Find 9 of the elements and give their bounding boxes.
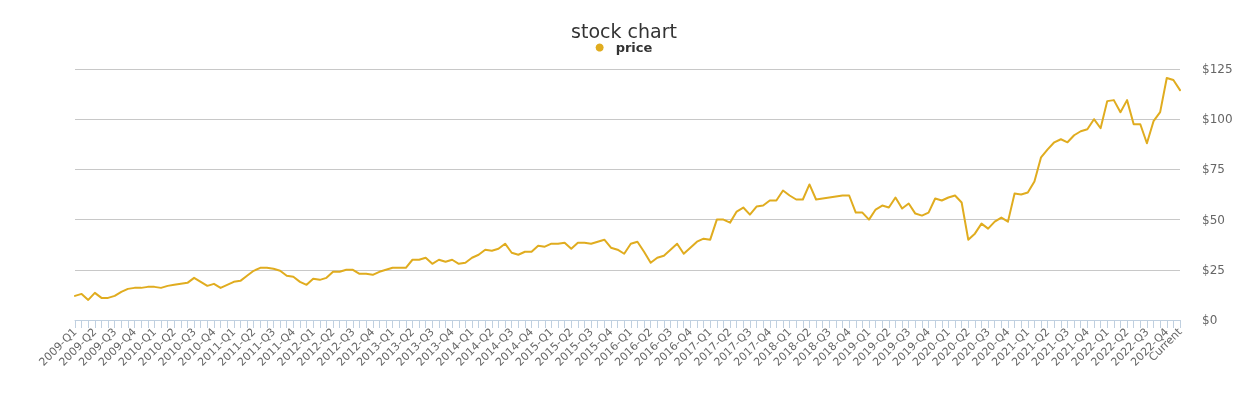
chart-title: stock chart — [571, 19, 677, 42]
y-tick-label: $125 — [1202, 62, 1233, 76]
y-tick-label: $50 — [1202, 212, 1225, 227]
legend-label: price — [615, 40, 653, 55]
line-series — [74, 77, 1181, 301]
y-tick-label: $100 — [1202, 112, 1233, 127]
y-tick-label: $0 — [1202, 313, 1218, 327]
y-tick-label: $75 — [1202, 162, 1225, 177]
y-tick-label: $25 — [1202, 262, 1225, 277]
